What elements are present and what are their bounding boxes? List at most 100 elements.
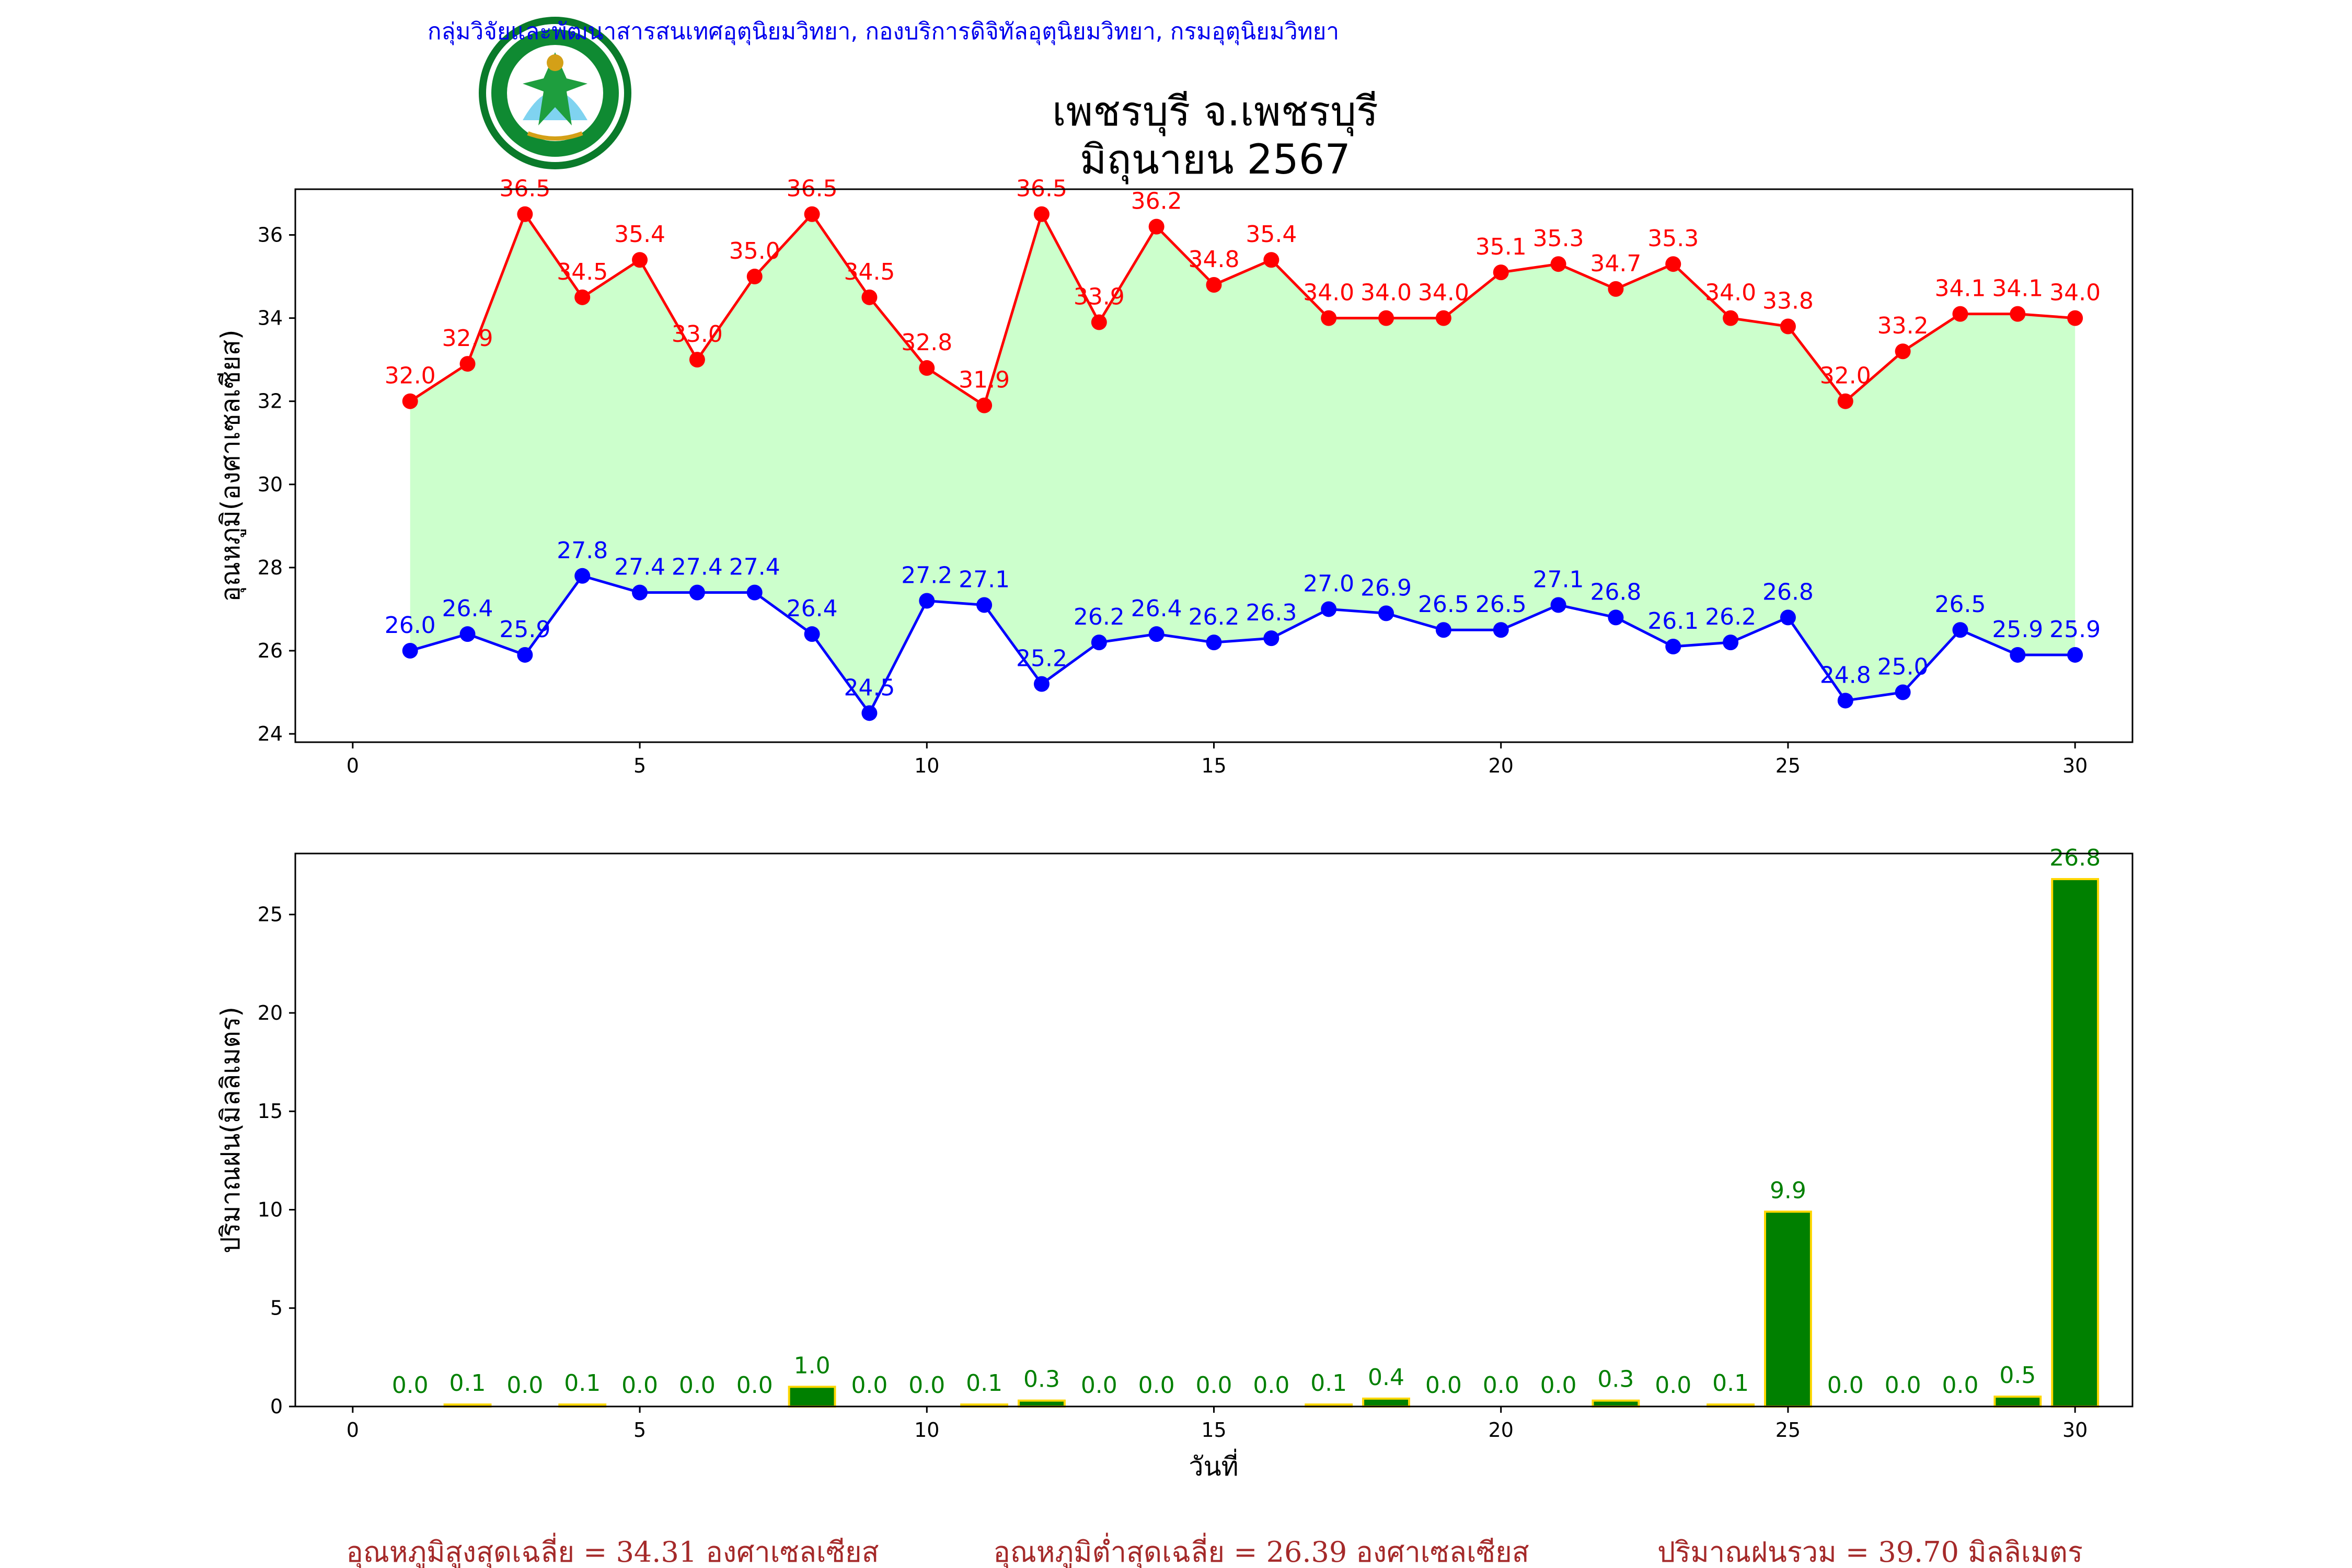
min-temperature-data-label: 26.2 — [1189, 604, 1240, 630]
rainfall-x-tick-label: 5 — [633, 1419, 646, 1442]
temperature-x-tick-label: 10 — [914, 754, 939, 777]
chart-title-period: มิถุนายน 2567 — [1080, 136, 1351, 185]
rainfall-data-label: 0.1 — [449, 1370, 486, 1397]
max-temperature-data-label: 34.1 — [1992, 275, 2043, 302]
min-temperature-data-label: 25.9 — [499, 616, 550, 643]
min-temperature-point — [1378, 605, 1394, 621]
max-temperature-point — [2067, 310, 2083, 326]
min-temperature-data-label: 26.8 — [1590, 579, 1641, 605]
max-temperature-point — [1780, 318, 1796, 335]
max-temperature-point — [1952, 306, 1968, 322]
min-temperature-point — [2010, 647, 2026, 663]
min-temperature-data-label: 26.2 — [1705, 604, 1756, 630]
rainfall-data-label: 0.0 — [1540, 1372, 1577, 1399]
min-temperature-point — [1665, 639, 1681, 655]
temperature-x-tick-label: 30 — [2062, 754, 2088, 777]
rainfall-bar — [1362, 1397, 1410, 1408]
min-temperature-data-label: 26.4 — [787, 595, 838, 622]
rainfall-data-label: 0.0 — [1885, 1372, 1921, 1399]
rainfall-data-label: 0.1 — [1712, 1370, 1749, 1397]
min-temperature-point — [632, 584, 648, 601]
min-temperature-data-label: 25.9 — [2049, 616, 2101, 643]
min-temperature-data-label: 27.4 — [614, 554, 665, 581]
rainfall-y-tick-label: 25 — [258, 903, 283, 926]
max-temperature-data-label: 34.0 — [2049, 280, 2101, 306]
temperature-y-tick-label: 34 — [258, 307, 283, 330]
min-temperature-point — [517, 647, 533, 663]
min-temperature-data-label: 27.4 — [672, 554, 723, 581]
min-temperature-point — [1895, 684, 1911, 700]
max-temperature-data-label: 31.9 — [959, 367, 1010, 394]
temperature-y-tick-label: 30 — [258, 473, 283, 496]
rainfall-data-label: 0.0 — [1253, 1372, 1289, 1399]
min-temperature-data-label: 26.5 — [1475, 591, 1527, 618]
rainfall-x-tick-label: 30 — [2062, 1419, 2088, 1442]
min-temperature-point — [1091, 635, 1107, 651]
min-temperature-point — [402, 642, 418, 659]
rainfall-data-label: 0.1 — [1310, 1370, 1347, 1397]
rainfall-x-axis-title: วันที่ — [1189, 1449, 1238, 1482]
min-temperature-point — [804, 626, 820, 642]
min-temperature-point — [1608, 609, 1624, 626]
temperature-x-tick-label: 15 — [1201, 754, 1226, 777]
max-temperature-data-label: 34.7 — [1590, 250, 1641, 277]
min-temperature-point — [689, 584, 705, 601]
min-temperature-point — [1837, 693, 1853, 709]
rainfall-data-label: 0.0 — [392, 1372, 429, 1399]
rainfall-x-tick-label: 10 — [914, 1419, 939, 1442]
min-temperature-data-label: 27.0 — [1303, 570, 1354, 597]
max-temperature-data-label: 35.1 — [1475, 234, 1527, 260]
rainfall-panel: 0.0 0.1 0.0 0.1 0.0 0.0 0.0 1.0 0.0 0.0 0.1 0.3 0.0 0… — [215, 845, 2134, 1482]
rainfall-data-label: 9.9 — [1770, 1177, 1806, 1204]
rainfall-data-label: 0.0 — [621, 1372, 658, 1399]
max-temperature-point — [517, 206, 533, 222]
temperature-y-tick-label: 36 — [258, 224, 283, 247]
max-temperature-line — [409, 211, 2076, 408]
average-max-temperature: อุณหภูมิสูงสุดเฉลี่ย = 34.31 องศาเซลเซีย… — [346, 1532, 879, 1568]
rainfall-y-tick-label: 10 — [258, 1198, 283, 1221]
min-temperature-data-label: 24.5 — [844, 674, 895, 701]
rainfall-data-label: 0.1 — [564, 1370, 601, 1397]
max-temperature-point — [919, 360, 935, 376]
min-temperature-data-label: 26.5 — [1418, 591, 1469, 618]
temperature-y-tick-label: 26 — [258, 639, 283, 662]
min-temperature-point — [976, 597, 993, 613]
rainfall-y-axis-title: ปริมาณฝน(มิลลิเมตร) — [215, 1007, 246, 1253]
max-temperature-point — [976, 397, 993, 413]
min-temperature-data-label: 24.8 — [1820, 662, 1871, 688]
rainfall-data-label: 0.3 — [1023, 1366, 1060, 1393]
rainfall-data-label: 0.0 — [1483, 1372, 1519, 1399]
min-temperature-point — [1780, 609, 1796, 626]
rainfall-bar — [1764, 1210, 1812, 1408]
rainfall-data-label: 0.0 — [1655, 1372, 1691, 1399]
max-temperature-data-label: 34.0 — [1303, 280, 1354, 306]
rainfall-y-tick-label: 0 — [270, 1395, 283, 1418]
temperature-x-tick-label: 0 — [347, 754, 359, 777]
rainfall-data-label: 0.0 — [1827, 1372, 1864, 1399]
max-temperature-point — [1837, 393, 1853, 409]
min-temperature-data-label: 25.2 — [1016, 645, 1067, 672]
max-temperature-data-label: 32.0 — [385, 363, 436, 389]
max-temperature-point — [574, 289, 591, 305]
max-temperature-data-label: 34.1 — [1934, 275, 1986, 302]
min-temperature-data-label: 25.0 — [1877, 654, 1929, 681]
rainfall-y-tick-label: 5 — [270, 1297, 283, 1320]
min-temperature-data-label: 26.4 — [1131, 595, 1182, 622]
rainfall-data-label: 0.5 — [1999, 1362, 2036, 1389]
rainfall-data-label: 0.0 — [736, 1372, 773, 1399]
max-temperature-point — [1321, 310, 1337, 326]
temperature-panel: 32.032.936.534.535.433.035.036.534.532.8… — [215, 176, 2134, 777]
total-rainfall: ปริมาณฝนรวม = 39.70 มิลลิเมตร — [1657, 1536, 2083, 1568]
rainfall-data-label: 0.0 — [1425, 1372, 1462, 1399]
min-temperature-data-label: 26.8 — [1762, 579, 1814, 605]
max-temperature-data-label: 34.5 — [844, 259, 895, 285]
temperature-range-area — [410, 214, 2076, 713]
min-temperature-data-label: 26.5 — [1934, 591, 1986, 618]
min-temperature-point — [459, 626, 476, 642]
min-temperature-point — [1321, 601, 1337, 617]
max-temperature-point — [861, 289, 878, 305]
chart-title-station: เพชรบุรี จ.เพชรบุรี — [1052, 88, 1378, 136]
max-temperature-point — [632, 252, 648, 268]
rainfall-data-label: 0.0 — [1942, 1372, 1978, 1399]
